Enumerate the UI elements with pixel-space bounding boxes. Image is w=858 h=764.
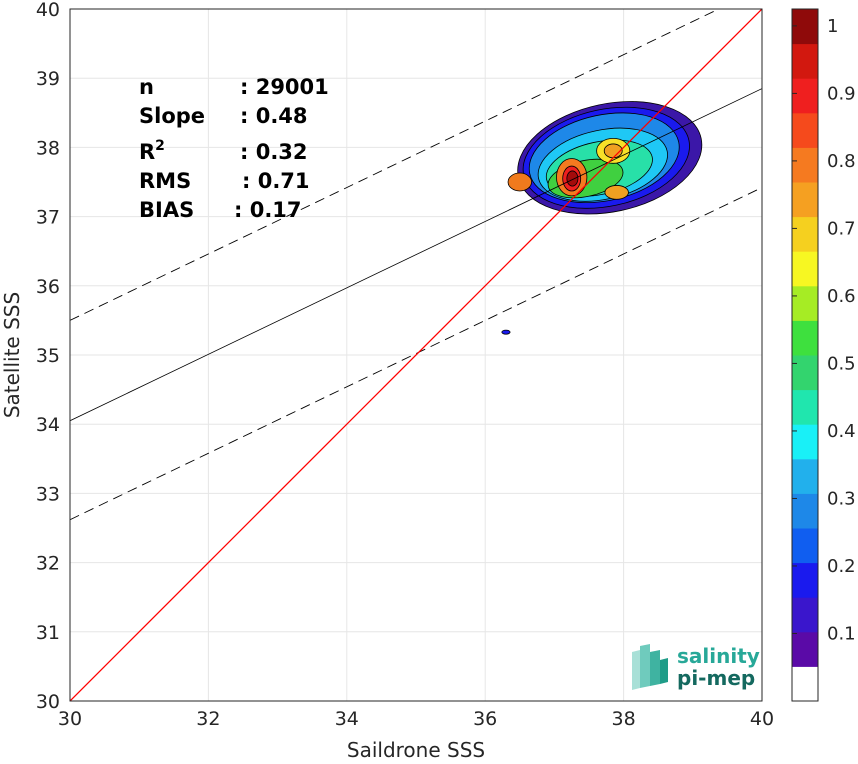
x-tick-label: 30 [58,708,82,730]
colorbar-segment [792,424,818,460]
y-tick-label: 40 [36,0,60,21]
colorbar-tick-label: 1 [827,16,838,37]
x-tick-labels: 30 32 34 36 38 40 [58,708,774,730]
colorbar-segment [792,389,818,425]
stat-value: : 0.17 [234,198,302,222]
colorbar-segment [792,78,818,114]
stat-value: : 29001 [240,75,329,99]
colorbar-segment [792,528,818,564]
identity-line [70,9,762,701]
stat-label: n [139,75,154,99]
stat-label: RMS [139,169,191,193]
x-tick-label: 32 [196,708,220,730]
y-axis-title: Satellite SSS [0,292,24,418]
logo-line2: pi-mep [677,666,755,690]
colorbar: 0.1 0.2 0.3 0.4 0.5 0.6 0.7 0.8 0.9 1 [791,8,856,702]
colorbar-segment [792,112,818,148]
colorbar-tick-label: 0.4 [827,421,856,442]
reference-lines [70,9,762,701]
colorbar-segment [792,251,818,287]
y-tick-label: 31 [36,622,60,644]
density-hotspot [507,172,532,192]
density-contours [501,101,703,335]
y-tick-label: 32 [36,553,60,575]
colorbar-tick-label: 0.8 [827,151,856,172]
y-tick-label: 35 [36,345,60,367]
colorbar-tick-label: 0.6 [827,286,856,307]
plot-frame [69,8,763,702]
colorbar-segment [792,666,818,702]
y-tick-label: 36 [36,276,60,298]
colorbar-segment [792,493,818,529]
stat-value: : 0.71 [242,169,310,193]
colorbar-segment [792,458,818,494]
density-hotspot [604,185,629,200]
stat-superscript: 2 [155,138,165,154]
colorbar-tick-label: 0.7 [827,218,856,239]
stat-label: BIAS [139,198,194,222]
plot-area-group: 30 32 34 36 38 40 30 31 32 33 34 35 36 37 38 39 40 [36,0,774,730]
x-axis-title: Saildrone SSS [347,738,485,762]
colorbar-segment [792,43,818,79]
colorbar-segment [792,562,818,598]
colorbar-tick-label: 0.3 [827,488,856,509]
x-tick-label: 34 [335,708,359,730]
colorbar-frame [791,8,819,702]
y-tick-label: 38 [36,137,60,159]
x-tick-label: 36 [473,708,497,730]
y-tick-label: 39 [36,68,60,90]
stat-value: : 0.48 [240,104,308,128]
density-hotspot [501,329,511,335]
logo-icon [632,644,668,690]
colorbar-segment [792,147,818,183]
y-tick-label: 34 [36,414,60,436]
stat-value: : 0.32 [240,140,308,164]
colorbar-segment [792,285,818,321]
colorbar-segment [792,355,818,391]
y-tick-label: 33 [36,483,60,505]
colorbar-segment [792,216,818,252]
colorbar-segment [792,320,818,356]
y-tick-labels: 30 31 32 33 34 35 36 37 38 39 40 [36,0,60,713]
colorbar-segment [792,182,818,218]
colorbar-segment [792,9,818,45]
y-tick-label: 37 [36,207,60,229]
x-tick-label: 38 [612,708,636,730]
stat-label: Slope [139,104,205,128]
logo-line1: salinity [677,644,760,668]
regression-line [70,88,762,422]
x-tick-label: 40 [750,708,774,730]
colorbar-tick-label: 0.1 [827,623,856,644]
salinity-pi-mep-logo: salinity pi-mep [632,644,760,690]
colorbar-tick-label: 0.2 [827,556,856,577]
colorbar-segment [792,597,818,633]
colorbar-tick-label: 0.9 [827,83,856,104]
colorbar-segment [792,631,818,667]
colorbar-tick-label: 0.5 [827,353,856,374]
density-hotspot [566,170,579,187]
y-tick-label: 30 [36,691,60,713]
grid [69,8,763,702]
